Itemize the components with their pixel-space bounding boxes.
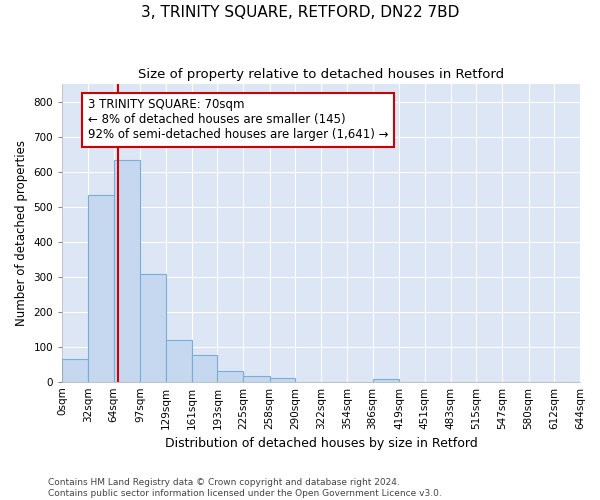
Text: Contains HM Land Registry data © Crown copyright and database right 2024.
Contai: Contains HM Land Registry data © Crown c… xyxy=(48,478,442,498)
Text: 3, TRINITY SQUARE, RETFORD, DN22 7BD: 3, TRINITY SQUARE, RETFORD, DN22 7BD xyxy=(141,5,459,20)
Bar xyxy=(88,196,113,382)
Bar xyxy=(62,359,88,382)
Bar xyxy=(243,376,269,382)
Bar xyxy=(113,160,140,382)
Bar xyxy=(269,378,295,382)
Y-axis label: Number of detached properties: Number of detached properties xyxy=(15,140,28,326)
Bar xyxy=(373,378,399,382)
Bar xyxy=(191,355,217,382)
Title: Size of property relative to detached houses in Retford: Size of property relative to detached ho… xyxy=(138,68,504,80)
Bar xyxy=(217,371,243,382)
Text: 3 TRINITY SQUARE: 70sqm
← 8% of detached houses are smaller (145)
92% of semi-de: 3 TRINITY SQUARE: 70sqm ← 8% of detached… xyxy=(88,98,388,142)
Bar xyxy=(140,274,166,382)
Bar xyxy=(166,340,191,382)
X-axis label: Distribution of detached houses by size in Retford: Distribution of detached houses by size … xyxy=(165,437,478,450)
